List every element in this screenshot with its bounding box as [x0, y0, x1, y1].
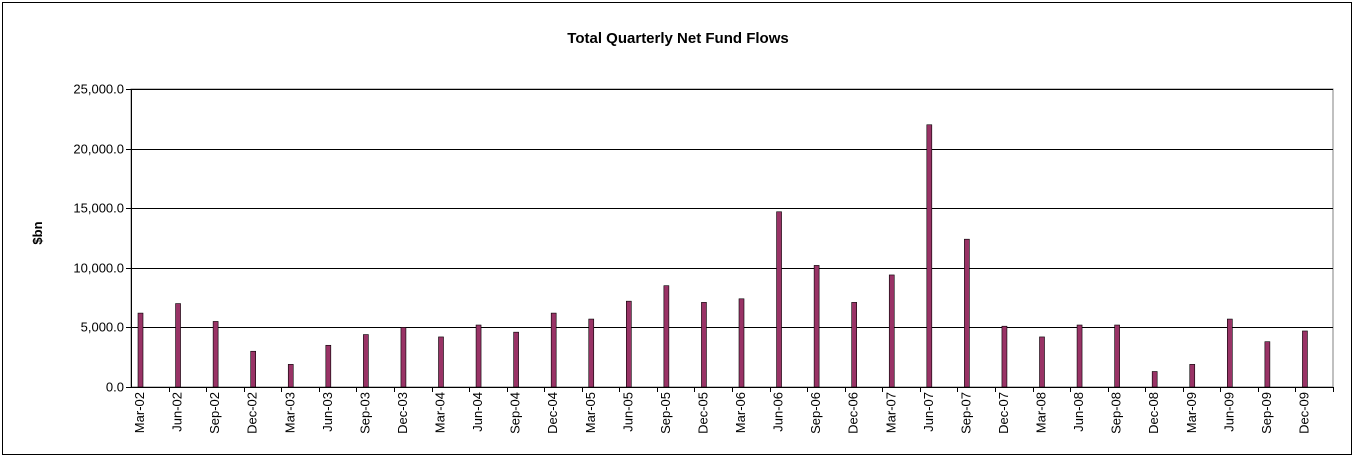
bar — [1151, 371, 1158, 388]
bar — [813, 265, 820, 388]
x-tick-label: Dec-05 — [695, 392, 710, 434]
bar — [851, 302, 857, 388]
x-tick-label: Mar-02 — [132, 392, 147, 433]
x-tick-label: Sep-08 — [1109, 392, 1124, 434]
bar — [663, 285, 670, 388]
y-tick-label: 15,000.0 — [73, 201, 124, 216]
bar — [1114, 324, 1120, 388]
bar — [513, 331, 519, 388]
x-tick-label: Jun-03 — [320, 392, 335, 432]
bar — [550, 312, 557, 388]
bar — [250, 350, 256, 388]
x-tick-label: Mar-06 — [733, 392, 748, 433]
x-tick-label: Sep-04 — [508, 392, 523, 434]
bar — [588, 318, 595, 388]
x-tick-label: Mar-04 — [433, 392, 448, 433]
plot-area-border — [130, 88, 1334, 388]
x-tick-label: Jun-07 — [921, 392, 936, 432]
bar — [926, 124, 933, 388]
y-axis-title: $bn — [30, 221, 45, 244]
y-tick-label: 20,000.0 — [73, 142, 124, 157]
x-tick-label: Dec-03 — [395, 392, 410, 434]
bar — [1189, 364, 1196, 388]
bar — [287, 364, 294, 388]
y-tick-label: 25,000.0 — [73, 82, 124, 97]
bar — [1227, 318, 1233, 388]
y-tick-label: 5,000.0 — [81, 320, 124, 335]
x-tick-label: Dec-07 — [996, 392, 1011, 434]
x-tick-label: Sep-07 — [958, 392, 973, 434]
bar — [363, 334, 369, 388]
bar — [701, 302, 707, 388]
x-tick-label: Mar-07 — [883, 392, 898, 433]
x-tick-label: Dec-02 — [245, 392, 260, 434]
bar — [438, 336, 444, 388]
y-tick-label: 0.0 — [106, 380, 124, 395]
bar — [1001, 325, 1008, 388]
x-tick-label: Jun-05 — [620, 392, 635, 432]
bar — [175, 303, 181, 388]
x-tick-label: Jun-04 — [470, 392, 485, 432]
x-tick-label: Dec-06 — [846, 392, 861, 434]
bar — [626, 300, 632, 388]
x-tick-label: Sep-09 — [1259, 392, 1274, 434]
x-tick-label: Jun-02 — [170, 392, 185, 432]
bar — [1302, 330, 1308, 388]
x-tick-label: Sep-02 — [207, 392, 222, 434]
bar — [964, 238, 970, 388]
x-tick-label: Mar-09 — [1184, 392, 1199, 433]
x-tick-label: Mar-03 — [282, 392, 297, 433]
x-tick-label: Dec-08 — [1146, 392, 1161, 434]
x-tick-label: Mar-05 — [583, 392, 598, 433]
x-tick-label: Sep-06 — [808, 392, 823, 434]
bar — [212, 321, 219, 388]
x-tick-label: Dec-04 — [545, 392, 560, 434]
x-tick-label: Mar-08 — [1034, 392, 1049, 433]
bar — [325, 344, 332, 388]
x-tick-label: Jun-06 — [771, 392, 786, 432]
x-tick-label: Jun-08 — [1071, 392, 1086, 432]
bar — [475, 324, 482, 388]
bar — [400, 327, 407, 388]
x-tick-label: Sep-03 — [357, 392, 372, 434]
bar — [137, 312, 144, 388]
bar — [738, 298, 745, 388]
x-tick-label: Jun-09 — [1221, 392, 1236, 432]
bar — [1264, 341, 1271, 388]
chart-plot: 0.0 5,000.0 10,000.0 15,000.0 20,000.0 25,000… — [30, 82, 1334, 434]
x-tick-label: Sep-05 — [658, 392, 673, 434]
x-tick-label: Dec-09 — [1296, 392, 1311, 434]
y-tick-label: 10,000.0 — [73, 261, 124, 276]
bar — [888, 274, 895, 388]
bar — [1076, 324, 1083, 388]
chart-title: Total Quarterly Net Fund Flows — [567, 30, 789, 47]
bar — [1039, 336, 1045, 388]
bar — [776, 211, 782, 388]
